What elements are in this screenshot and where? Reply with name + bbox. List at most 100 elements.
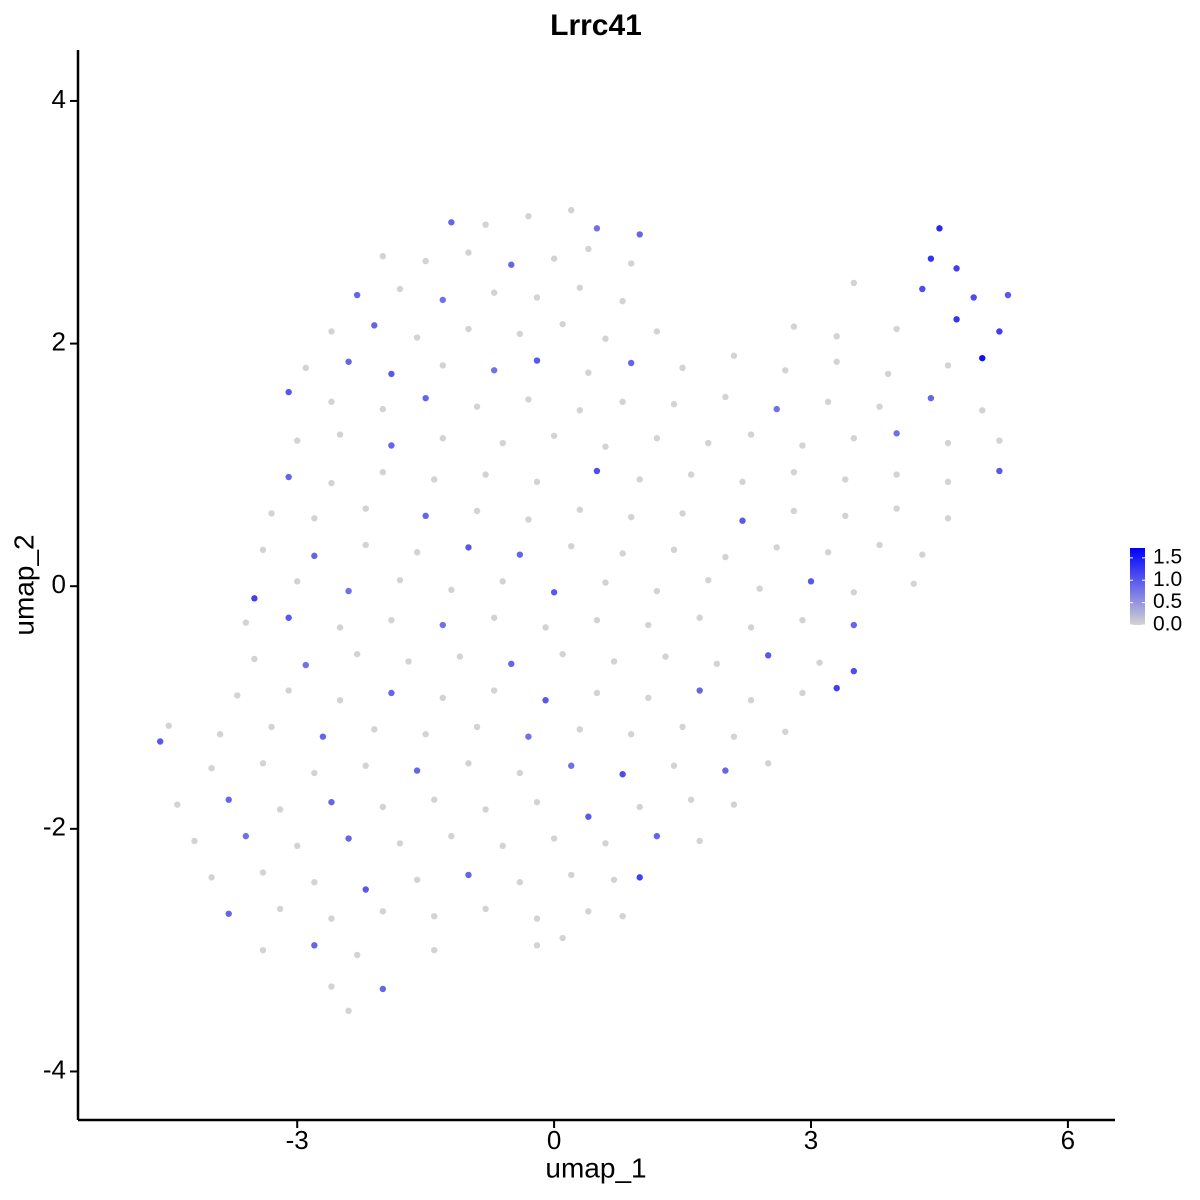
point	[439, 362, 446, 369]
point	[585, 813, 592, 820]
point	[345, 1007, 352, 1015]
point	[431, 946, 438, 954]
point	[687, 471, 695, 478]
point	[345, 358, 352, 365]
point	[311, 879, 318, 886]
point	[353, 650, 361, 658]
point	[910, 580, 917, 587]
point	[336, 431, 344, 438]
point	[294, 578, 301, 585]
y-axis-title: umap_2	[8, 534, 39, 635]
point	[559, 320, 566, 328]
point	[422, 731, 429, 738]
point	[431, 476, 438, 483]
point	[610, 876, 618, 883]
point	[533, 798, 541, 806]
point	[396, 285, 404, 293]
point	[499, 842, 506, 850]
point	[268, 723, 275, 731]
point	[422, 257, 429, 265]
point	[473, 723, 481, 731]
point	[953, 316, 960, 323]
point	[705, 439, 712, 447]
point	[533, 478, 541, 486]
point	[816, 659, 823, 666]
point	[739, 517, 746, 524]
point	[311, 515, 318, 522]
point	[568, 542, 575, 550]
x-axis-title: umap_1	[545, 1152, 646, 1183]
point	[465, 325, 472, 333]
point	[345, 835, 352, 842]
point	[285, 687, 292, 694]
point	[919, 285, 926, 293]
point	[268, 510, 275, 517]
point	[431, 796, 438, 803]
point	[696, 687, 703, 694]
point	[448, 219, 455, 226]
point	[653, 587, 661, 595]
point	[259, 946, 267, 954]
point	[593, 689, 601, 697]
x-tick-label: 0	[547, 1125, 561, 1155]
point	[439, 296, 446, 304]
point	[722, 553, 729, 561]
point	[979, 354, 986, 362]
point	[627, 359, 635, 367]
point	[542, 624, 549, 631]
point	[739, 478, 746, 486]
point	[679, 510, 686, 517]
point	[850, 279, 858, 287]
point	[482, 471, 489, 478]
point	[782, 728, 789, 735]
point	[850, 621, 858, 629]
point	[396, 840, 404, 847]
point	[747, 431, 755, 438]
point	[790, 323, 798, 330]
point	[884, 370, 892, 378]
point	[593, 616, 601, 624]
point	[824, 549, 832, 556]
point	[379, 908, 387, 915]
point	[294, 437, 301, 444]
point	[585, 908, 592, 915]
point	[576, 284, 584, 291]
point	[422, 512, 429, 520]
point	[747, 624, 755, 631]
point	[533, 357, 541, 364]
point	[602, 579, 609, 586]
point	[842, 512, 849, 520]
point	[251, 595, 258, 602]
point	[311, 552, 318, 560]
point	[610, 658, 618, 665]
point	[362, 762, 369, 769]
point	[276, 806, 284, 813]
point	[876, 403, 883, 410]
point	[619, 398, 626, 406]
point	[242, 832, 250, 840]
point	[602, 840, 609, 847]
point	[388, 689, 395, 697]
point	[559, 650, 566, 658]
point	[627, 513, 635, 521]
colorbar-label: 1.0	[1153, 568, 1182, 591]
point	[653, 435, 661, 442]
point	[996, 437, 1003, 444]
point	[533, 915, 541, 922]
point	[662, 653, 669, 660]
point	[533, 942, 541, 949]
point	[525, 516, 532, 523]
point	[550, 432, 558, 439]
point	[285, 614, 292, 621]
point	[490, 367, 498, 374]
point	[944, 362, 952, 369]
point	[251, 655, 258, 663]
point	[927, 394, 935, 402]
point	[645, 694, 652, 702]
point	[413, 334, 421, 341]
point	[191, 837, 198, 845]
point	[790, 507, 798, 515]
point	[294, 842, 301, 850]
point	[1004, 291, 1012, 299]
